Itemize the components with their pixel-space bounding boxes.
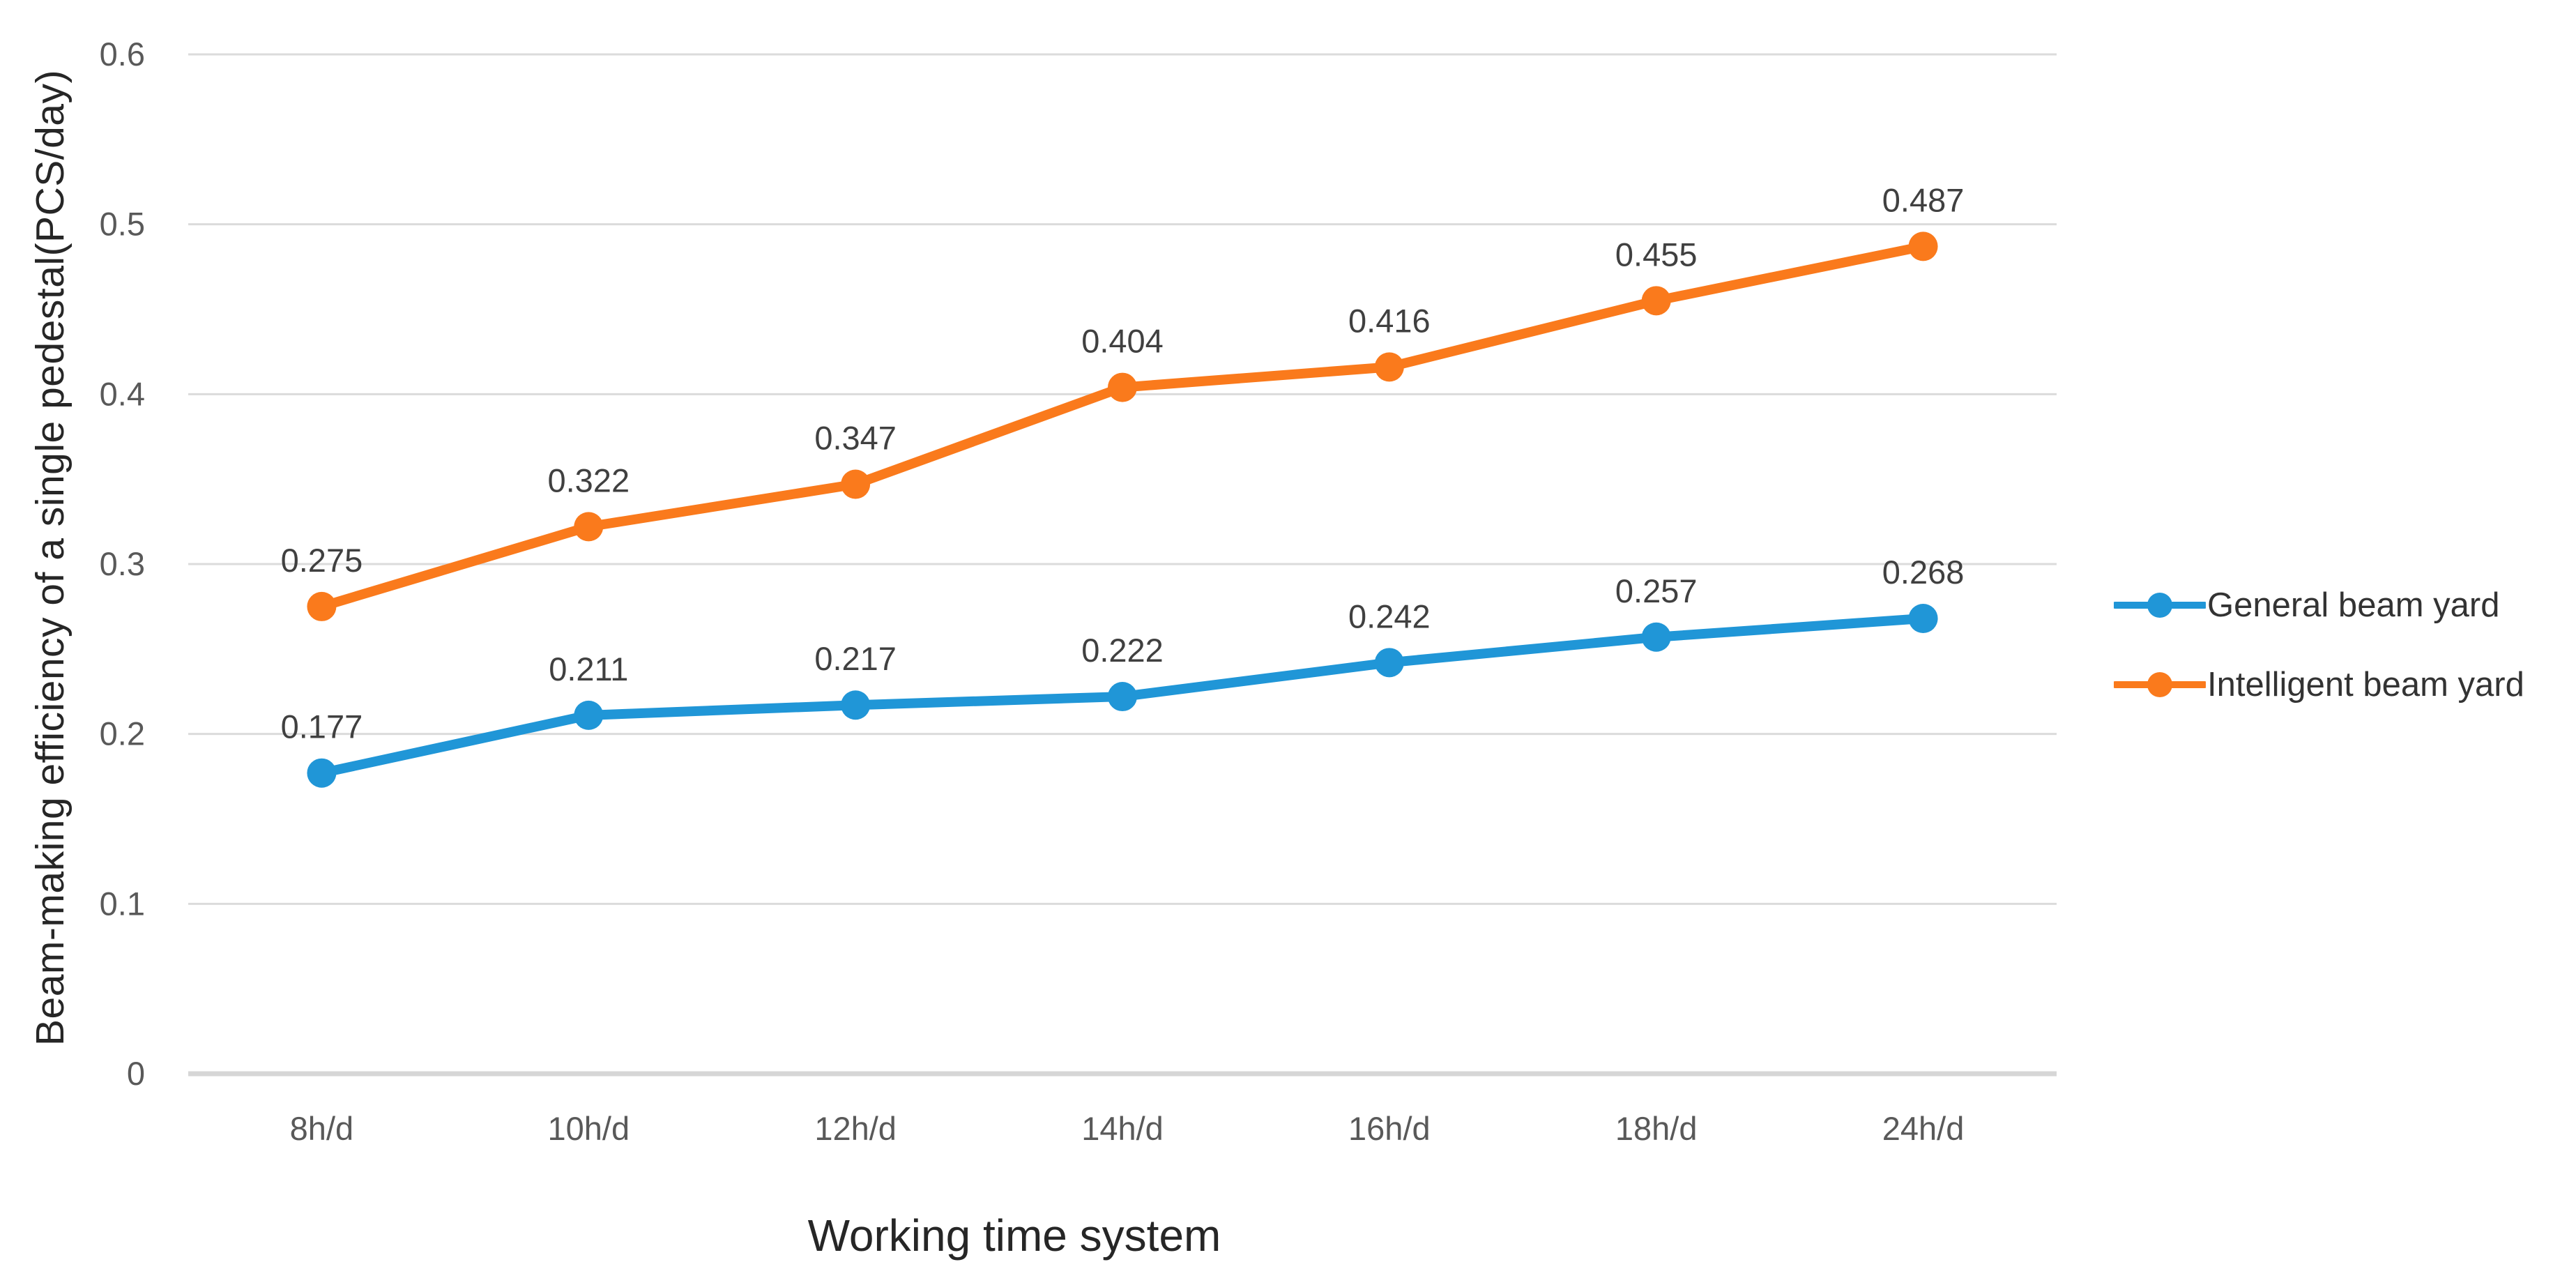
legend-item-general-beam-yard: General beam yard [2114,586,2524,625]
series-line [317,241,1928,611]
data-label: 0.257 [1615,572,1698,609]
data-point-marker [1641,286,1671,316]
data-point-marker [1374,648,1404,678]
x-axis-title: Working time system [807,1210,1221,1261]
y-tick-label: 0.1 [100,885,145,922]
data-point-marker [1641,622,1671,652]
data-point-marker [1908,603,1938,633]
chart-legend: General beam yard Intelligent beam yard [2114,586,2524,704]
x-tick-label: 10h/d [547,1110,630,1147]
y-tick-label: 0.6 [100,36,145,73]
legend-label: Intelligent beam yard [2207,666,2524,704]
data-label: 0.487 [1882,181,1965,218]
data-point-marker [307,758,337,788]
data-label: 0.416 [1348,302,1431,339]
data-point-marker [307,591,337,621]
data-point-marker [1108,682,1137,712]
data-point-marker [1374,352,1404,382]
legend-line-marker-icon [2114,672,2206,697]
legend-line-marker-icon [2114,593,2206,618]
data-label: 0.268 [1882,554,1965,591]
data-point-marker [1108,372,1137,402]
x-tick-label: 24h/d [1882,1110,1965,1147]
data-label: 0.217 [814,640,897,677]
series-intelligent-beam-yard: 0.275 0.322 0.347 0.404 0.416 0.455 0.487 [281,181,1965,621]
data-label: 0.404 [1081,323,1164,360]
x-tick-label: 8h/d [290,1110,353,1147]
data-label: 0.211 [549,651,628,687]
data-label: 0.242 [1348,598,1431,634]
data-point-marker [574,700,604,730]
x-tick-label: 12h/d [814,1110,897,1147]
x-tick-label: 14h/d [1081,1110,1164,1147]
legend-label: General beam yard [2207,586,2500,624]
data-label: 0.275 [281,542,363,579]
y-tick-label: 0.3 [100,545,145,582]
y-tick-label: 0 [127,1055,145,1092]
x-tick-label: 16h/d [1348,1110,1431,1147]
y-axis-title: Beam-making efficiency of a single pedes… [28,70,73,1046]
data-label: 0.177 [281,708,363,745]
data-label: 0.222 [1081,632,1164,669]
data-point-marker [1908,231,1938,261]
data-point-marker [574,512,604,542]
y-tick-label: 0.2 [100,715,145,752]
data-point-marker [841,690,871,720]
y-tick-label: 0.5 [100,206,145,243]
x-tick-label: 18h/d [1615,1110,1698,1147]
legend-item-intelligent-beam-yard: Intelligent beam yard [2114,665,2524,704]
series-general-beam-yard: 0.177 0.211 0.217 0.222 0.242 0.257 0.268 [281,554,1965,788]
data-label: 0.455 [1615,236,1698,273]
data-point-marker [841,469,871,499]
y-tick-label: 0.4 [100,375,145,412]
data-label: 0.322 [547,462,630,499]
data-label: 0.347 [814,419,897,456]
